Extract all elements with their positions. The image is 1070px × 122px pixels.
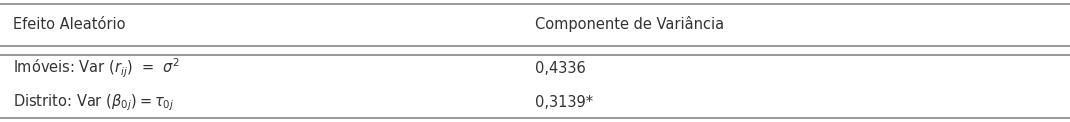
Text: Imóveis: Var $(r_{ij})$  =  $\sigma^2$: Imóveis: Var $(r_{ij})$ = $\sigma^2$ xyxy=(13,57,180,80)
Text: Efeito Aleatório: Efeito Aleatório xyxy=(13,17,125,32)
Text: 0,3139*: 0,3139* xyxy=(535,95,593,110)
Text: 0,4336: 0,4336 xyxy=(535,61,585,76)
Text: Distrito: Var $(\beta_{0j}) = \tau_{0j}$: Distrito: Var $(\beta_{0j}) = \tau_{0j}$ xyxy=(13,92,174,113)
Text: Componente de Variância: Componente de Variância xyxy=(535,16,724,32)
